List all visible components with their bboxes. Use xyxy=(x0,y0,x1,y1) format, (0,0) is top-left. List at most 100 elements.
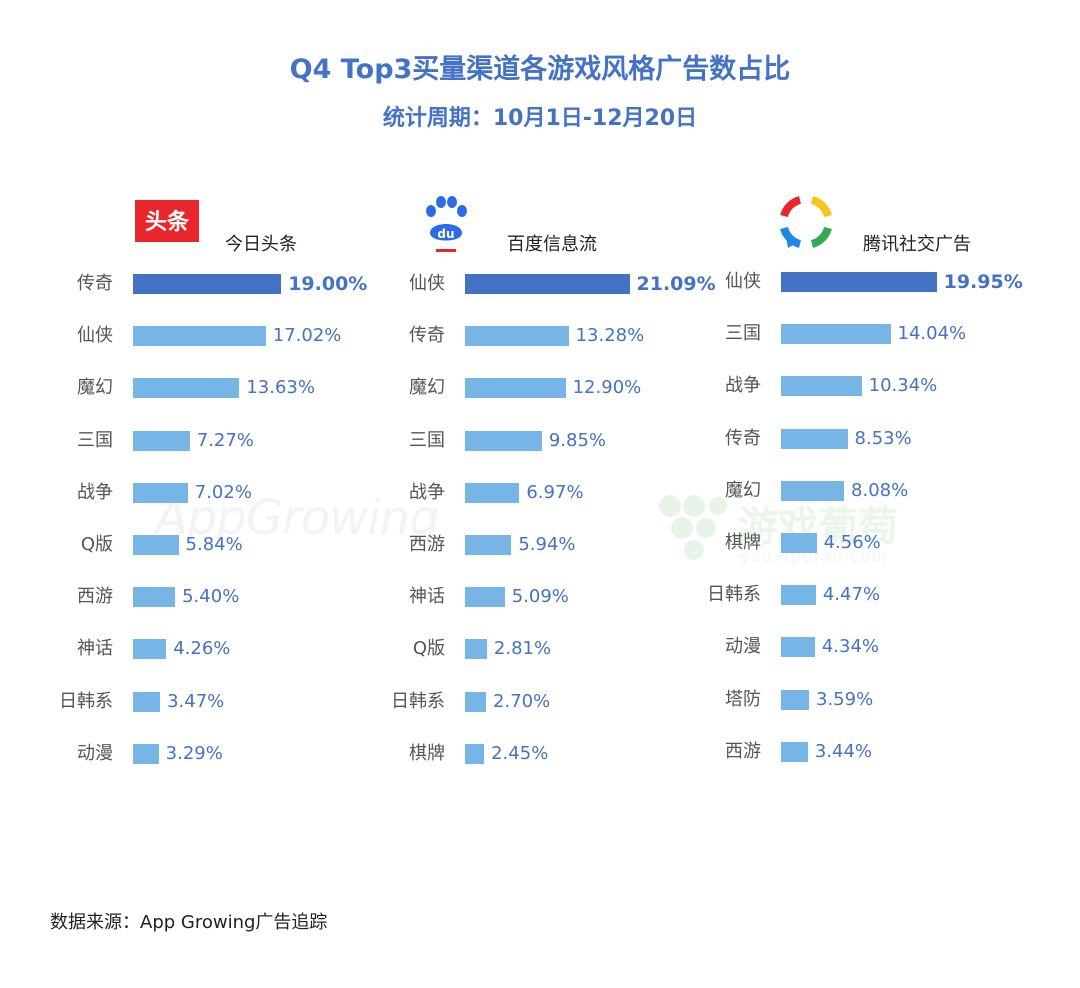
bar xyxy=(465,691,487,712)
value-label: 6.97% xyxy=(526,481,584,503)
tencent-row: 棋牌 4.56% xyxy=(700,517,1040,569)
category-label: 魔幻 xyxy=(725,479,761,501)
bar xyxy=(465,274,630,294)
baidu-row: 日韩系 2.70% xyxy=(382,676,722,728)
category-label: 传奇 xyxy=(77,273,113,294)
bar xyxy=(133,743,159,764)
bar xyxy=(781,428,848,449)
bar xyxy=(781,533,817,553)
baidu-logo-text: du xyxy=(437,227,454,241)
value-label: 19.95% xyxy=(943,271,1023,293)
baidu-row: 神话 5.09% xyxy=(382,571,722,623)
tencent-channel-name: 腾讯社交广告 xyxy=(863,234,971,255)
bar xyxy=(465,326,569,347)
value-label: 5.40% xyxy=(182,586,240,608)
value-label: 13.28% xyxy=(575,325,645,347)
bar xyxy=(133,326,266,347)
value-label: 10.34% xyxy=(868,375,938,397)
value-label: 19.00% xyxy=(288,273,368,295)
bar xyxy=(465,482,520,503)
category-label: Q版 xyxy=(80,534,113,555)
bar xyxy=(781,637,815,658)
bar xyxy=(781,272,937,292)
bar xyxy=(781,585,816,606)
value-label: 4.56% xyxy=(823,532,881,553)
bar xyxy=(133,430,190,451)
category-label: 魔幻 xyxy=(409,377,445,399)
category-label: 仙侠 xyxy=(725,271,761,292)
toutiao-row: 魔幻 13.63% xyxy=(50,362,390,414)
toutiao-row: 日韩系 3.47% xyxy=(50,676,390,728)
tencent-panel: 腾讯社交广告 仙侠 19.95% 三国 14.04% 战争 10.34% 传奇 8.53% 魔幻… xyxy=(700,190,1040,790)
bar xyxy=(133,482,188,503)
category-label: 仙侠 xyxy=(409,273,445,294)
bar xyxy=(781,689,809,710)
tencent-row: 西游 3.44% xyxy=(700,726,1040,778)
baidu-row: 仙侠 21.09% xyxy=(382,258,722,310)
baidu-channel-name: 百度信息流 xyxy=(507,234,597,255)
bar xyxy=(465,378,566,399)
value-label: 3.59% xyxy=(816,688,874,710)
baidu-logo: du xyxy=(422,195,470,259)
bar xyxy=(133,535,179,555)
value-label: 2.81% xyxy=(493,638,552,660)
value-label: 17.02% xyxy=(272,325,342,347)
toutiao-row: 神话 4.26% xyxy=(50,623,390,675)
category-label: 传奇 xyxy=(409,325,445,347)
toutiao-row: 战争 7.02% xyxy=(50,467,390,519)
value-label: 2.70% xyxy=(493,690,551,712)
category-label: 战争 xyxy=(409,481,445,503)
baidu-row: 传奇 13.28% xyxy=(382,310,722,362)
category-label: 日韩系 xyxy=(59,690,113,712)
tencent-row: 动漫 4.34% xyxy=(700,621,1040,673)
category-label: 战争 xyxy=(77,481,113,503)
toutiao-row: 西游 5.40% xyxy=(50,571,390,623)
bar xyxy=(781,376,862,397)
value-label: 14.04% xyxy=(897,323,967,345)
value-label: 7.27% xyxy=(196,429,254,451)
value-label: 5.09% xyxy=(511,586,569,608)
value-label: 7.02% xyxy=(194,481,252,503)
tencent-row: 传奇 8.53% xyxy=(700,413,1040,465)
bar xyxy=(133,378,240,399)
value-label: 3.44% xyxy=(814,740,873,762)
category-label: 三国 xyxy=(725,323,761,345)
tencent-row: 日韩系 4.47% xyxy=(700,569,1040,621)
toutiao-row: 三国 7.27% xyxy=(50,415,390,467)
baidu-paw-icon: du xyxy=(426,196,467,252)
value-label: 8.53% xyxy=(854,427,912,449)
bar xyxy=(465,535,512,555)
tencent-row: 魔幻 8.08% xyxy=(700,465,1040,517)
toutiao-row: 仙侠 17.02% xyxy=(50,310,390,362)
bar xyxy=(133,274,282,294)
category-label: 日韩系 xyxy=(391,690,445,712)
value-label: 5.84% xyxy=(185,534,243,555)
value-label: 12.90% xyxy=(572,377,642,399)
bar xyxy=(133,639,167,660)
bar xyxy=(465,587,505,608)
category-label: 棋牌 xyxy=(409,742,445,764)
toutiao-logo-icon: 头条 xyxy=(135,200,199,242)
toutiao-panel: 头条 今日头条 传奇 19.00% 仙侠 17.02% 魔幻 13.63% 三国 7.27% 战… xyxy=(50,190,390,790)
category-label: 战争 xyxy=(725,375,761,397)
category-label: 西游 xyxy=(77,586,113,608)
value-label: 13.63% xyxy=(246,377,315,399)
value-label: 5.94% xyxy=(518,534,576,555)
category-label: 三国 xyxy=(77,429,113,451)
toutiao-logo-text: 头条 xyxy=(145,209,190,235)
baidu-row: 三国 9.85% xyxy=(382,415,722,467)
chart-subtitle: 统计周期：10月1日-12月20日 xyxy=(382,106,698,131)
value-label: 21.09% xyxy=(636,273,716,295)
category-label: 魔幻 xyxy=(77,377,113,399)
tencent-row: 战争 10.34% xyxy=(700,360,1040,412)
value-label: 4.47% xyxy=(822,584,881,606)
category-label: 棋牌 xyxy=(725,532,761,553)
baidu-row: Q版 2.81% xyxy=(382,623,722,675)
category-label: 西游 xyxy=(409,534,445,555)
category-label: Q版 xyxy=(412,638,445,660)
tencent-row: 三国 14.04% xyxy=(700,308,1040,360)
category-label: 日韩系 xyxy=(707,584,761,606)
category-label: 西游 xyxy=(725,740,761,762)
value-label: 3.29% xyxy=(165,742,223,764)
value-label: 8.08% xyxy=(851,479,909,501)
